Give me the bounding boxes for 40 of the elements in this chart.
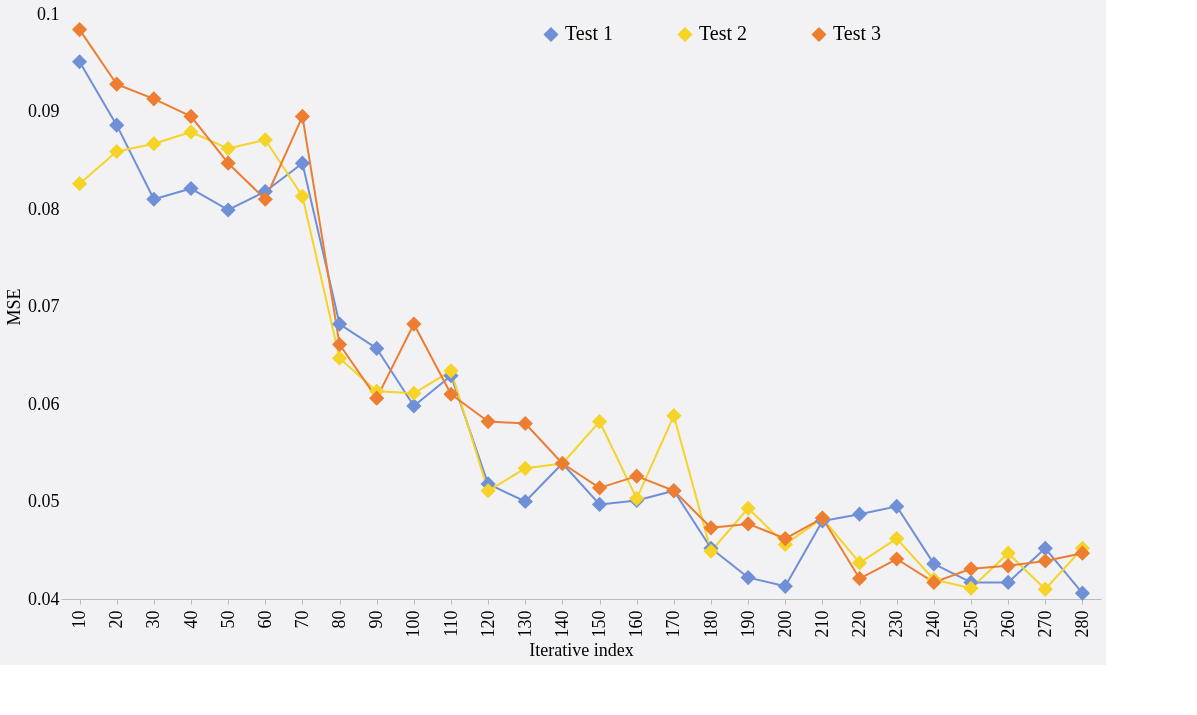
y-tick-label: 0.06 [28, 393, 60, 414]
x-tick-label: 70 [291, 610, 312, 629]
x-tick-label: 170 [663, 610, 684, 638]
y-tick-label: 0.08 [28, 198, 60, 219]
x-axis-title: Iterative index [529, 639, 634, 660]
legend-label: Test 2 [699, 22, 748, 45]
x-tick-label: 160 [626, 610, 647, 638]
x-tick-label: 50 [217, 610, 238, 629]
x-tick-label: 140 [551, 610, 572, 638]
x-tick-label: 250 [960, 610, 981, 638]
x-tick-label: 10 [69, 610, 90, 629]
x-tick-label: 220 [849, 610, 870, 638]
x-tick-label: 240 [923, 610, 944, 638]
x-tick-label: 120 [477, 610, 498, 638]
x-tick-label: 30 [143, 610, 164, 629]
x-tick-label: 280 [1071, 610, 1092, 638]
x-tick-label: 190 [737, 610, 758, 638]
x-tick-label: 260 [997, 610, 1018, 638]
x-tick-label: 270 [1034, 610, 1055, 638]
x-tick-label: 150 [589, 610, 610, 638]
x-tick-label: 210 [811, 610, 832, 638]
x-tick-label: 110 [440, 610, 461, 637]
x-tick-label: 60 [254, 610, 275, 629]
y-axis-title: MSE [4, 288, 24, 326]
legend-label: Test 3 [833, 22, 882, 45]
y-tick-label: 0.04 [28, 588, 60, 609]
legend-label: Test 1 [565, 22, 614, 45]
x-tick-label: 90 [366, 610, 387, 629]
x-tick-label: 100 [403, 610, 424, 638]
y-tick-label: 0.1 [37, 3, 60, 24]
x-tick-label: 230 [886, 610, 907, 638]
y-tick-label: 0.07 [28, 296, 60, 316]
x-tick-label: 200 [774, 610, 795, 638]
y-tick-label: 0.05 [28, 491, 60, 511]
x-tick-label: 80 [329, 610, 350, 629]
x-tick-label: 40 [180, 610, 201, 629]
x-tick-label: 130 [514, 610, 535, 638]
x-tick-label: 180 [700, 610, 721, 638]
x-tick-label: 20 [106, 610, 127, 629]
y-tick-label: 0.09 [28, 101, 60, 121]
